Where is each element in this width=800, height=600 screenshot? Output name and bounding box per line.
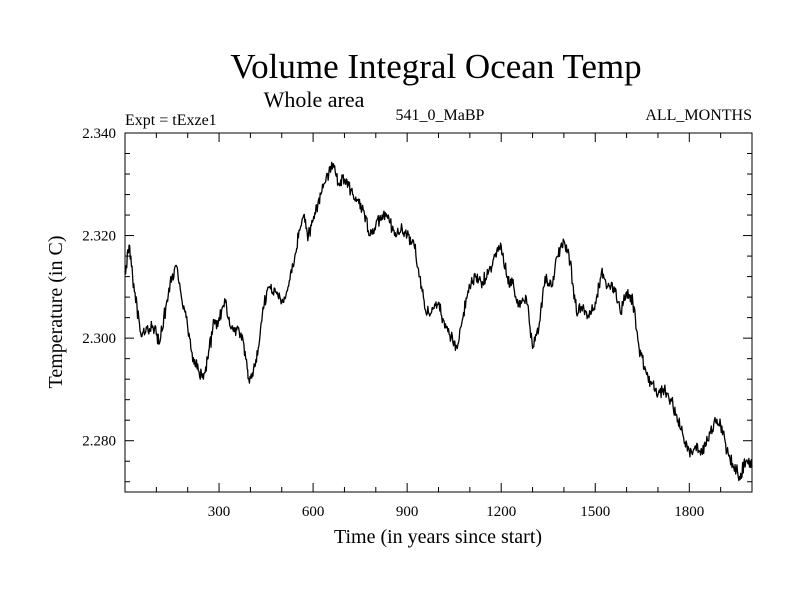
x-axis: 300 600 900 1200 1500 1800 [155, 133, 722, 520]
experiment-label: Expt = tExze1 [125, 112, 217, 129]
chart-subtitle: Whole area [264, 87, 365, 112]
x-axis-label: Time (in years since start) [334, 526, 542, 548]
chart-title: Volume Integral Ocean Temp [230, 47, 641, 86]
x-tick-label: 1500 [580, 504, 610, 520]
y-tick-label: 2.340 [82, 126, 116, 142]
x-tick-label: 300 [208, 504, 231, 520]
run-label: 541_0_MaBP [396, 107, 485, 124]
x-tick-label: 1200 [486, 504, 516, 520]
y-axis-label: Temperature (in C) [45, 236, 67, 389]
x-tick-label: 600 [302, 504, 325, 520]
x-tick-label: 1800 [674, 504, 704, 520]
y-tick-label: 2.300 [82, 331, 116, 347]
x-tick-label: 900 [396, 504, 419, 520]
y-axis: 2.280 2.300 2.320 2.340 [82, 126, 752, 483]
y-tick-label: 2.280 [82, 434, 116, 450]
months-label: ALL_MONTHS [645, 107, 752, 124]
series-line [124, 161, 753, 482]
y-tick-label: 2.320 [82, 229, 116, 245]
